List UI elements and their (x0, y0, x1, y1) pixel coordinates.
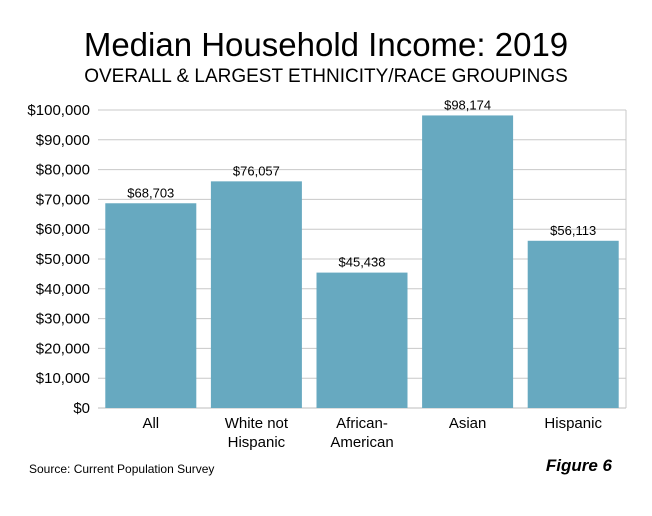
x-tick-label: African- (336, 415, 388, 432)
y-tick-label: $0 (73, 400, 90, 417)
y-tick-label: $20,000 (36, 340, 90, 357)
bar (422, 115, 514, 409)
bar (105, 203, 197, 408)
bar (316, 272, 408, 408)
data-label: $68,703 (127, 185, 174, 200)
data-label: $76,057 (233, 163, 280, 178)
data-label: $98,174 (444, 97, 491, 112)
y-tick-label: $80,000 (36, 162, 90, 179)
x-tick-label: Hispanic (544, 415, 602, 432)
chart-subtitle: OVERALL & LARGEST ETHNICITY/RACE GROUPIN… (84, 66, 568, 87)
y-tick-label: $70,000 (36, 191, 90, 208)
y-tick-label: $30,000 (36, 311, 90, 328)
data-label: $45,438 (339, 255, 386, 270)
x-tick-label: Asian (449, 415, 487, 432)
x-tick-label: Hispanic (228, 434, 286, 451)
y-tick-label: $10,000 (36, 370, 90, 387)
bar (527, 240, 619, 408)
figure-label: Figure 6 (545, 456, 612, 475)
source-note: Source: Current Population Survey (29, 462, 215, 476)
y-tick-label: $100,000 (27, 102, 90, 119)
y-tick-label: $40,000 (36, 281, 90, 298)
x-tick-label: White not (225, 415, 289, 432)
bar (210, 181, 302, 408)
x-tick-label: American (330, 434, 393, 451)
y-tick-label: $90,000 (36, 132, 90, 149)
y-tick-label: $50,000 (36, 251, 90, 268)
chart-title: Median Household Income: 2019 (83, 26, 569, 63)
y-tick-label: $60,000 (36, 221, 90, 238)
data-label: $56,113 (550, 223, 596, 238)
x-tick-label: All (142, 415, 159, 432)
